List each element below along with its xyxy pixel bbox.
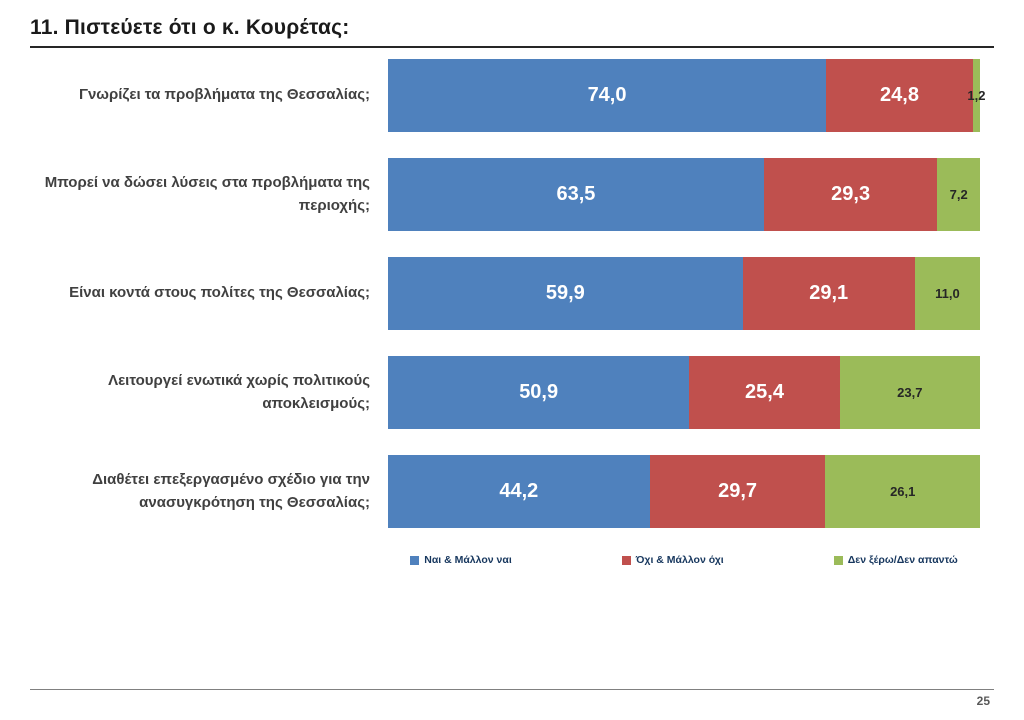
bar-segment-yes: 59,9 — [388, 257, 743, 330]
chart-row: Μπορεί να δώσει λύσεις στα προβλήματα τη… — [30, 158, 980, 231]
segment-value: 7,2 — [949, 187, 968, 202]
segment-value: 24,8 — [880, 84, 919, 106]
bar-segment-dont-know: 23,7 — [839, 356, 980, 429]
category-label: Γνωρίζει τα προβλήματα της Θεσσαλίας; — [78, 86, 370, 104]
chart-row: Διαθέτει επεξεργασμένο σχέδιο για την αν… — [30, 455, 980, 528]
bar-segment-dont-know: 11,0 — [914, 257, 980, 330]
category-label: Διαθέτει επεξεργασμένο σχέδιο για την αν… — [92, 471, 370, 511]
category-label: Μπορεί να δώσει λύσεις στα προβλήματα τη… — [44, 174, 370, 214]
bar-segment-dont-know: 1,2 — [967, 59, 985, 132]
segment-value: 59,9 — [545, 282, 585, 304]
bar-segment-no: 24,8 — [826, 59, 973, 132]
bar-track: 50,9 25,4 23,7 — [388, 356, 980, 429]
bar-segment-yes: 74,0 — [388, 59, 827, 132]
bar-segment-no: 25,4 — [689, 356, 840, 429]
legend-label: Όχι & Μάλλον όχι — [635, 554, 724, 566]
legend: Ναι & Μάλλον ναι Όχι & Μάλλον όχι Δεν ξέρω… — [388, 554, 980, 566]
legend-label: Δεν ξέρω/Δεν απαντώ — [847, 554, 958, 566]
segment-value: 1,2 — [967, 88, 986, 103]
segment-value: 29,3 — [831, 183, 871, 205]
bar-segment-yes: 63,5 — [388, 158, 764, 231]
chart-row: Γνωρίζει τα προβλήματα της Θεσσαλίας; 74,… — [30, 59, 985, 132]
segment-value: 11,0 — [935, 286, 960, 301]
legend-swatch-dont-know — [833, 555, 843, 565]
bar-segment-yes: 44,2 — [388, 455, 650, 528]
segment-value: 74,0 — [587, 84, 627, 106]
segment-value: 63,5 — [556, 183, 596, 205]
legend-item: Ναι & Μάλλον ναι — [410, 554, 512, 566]
page-title: 11. Πιστεύετε ότι ο κ. Κουρέτας: — [30, 16, 350, 39]
bar-track: 74,0 24,8 1,2 — [388, 59, 985, 132]
category-label: Είναι κοντά στους πολίτες της Θεσσαλίας; — [69, 284, 370, 302]
chart-row: Λειτουργεί ενωτικά χωρίς πολιτικούς αποκ… — [30, 356, 980, 429]
category-label: Λειτουργεί ενωτικά χωρίς πολιτικούς αποκ… — [108, 372, 370, 412]
bar-segment-yes: 50,9 — [388, 356, 690, 429]
legend-label: Ναι & Μάλλον ναι — [424, 554, 512, 566]
bar-segment-no: 29,7 — [649, 455, 826, 528]
segment-value: 26,1 — [890, 484, 916, 499]
legend-swatch-no — [621, 555, 631, 565]
segment-value: 50,9 — [519, 381, 559, 403]
chart-row: Είναι κοντά στους πολίτες της Θεσσαλίας;… — [30, 257, 980, 330]
chart: Γνωρίζει τα προβλήματα της Θεσσαλίας; 74,… — [30, 59, 985, 566]
bar-track: 44,2 29,7 26,1 — [388, 455, 980, 528]
bar-track: 63,5 29,3 7,2 — [388, 158, 980, 231]
legend-item: Όχι & Μάλλον όχι — [621, 554, 724, 566]
legend-swatch-yes — [410, 555, 420, 565]
bar-track: 59,9 29,1 11,0 — [388, 257, 980, 330]
segment-value: 25,4 — [745, 381, 784, 403]
chart-rows: Γνωρίζει τα προβλήματα της Θεσσαλίας; 74,… — [30, 59, 985, 528]
footer-divider — [30, 689, 994, 690]
page-number: 25 — [976, 694, 990, 708]
bar-segment-dont-know: 26,1 — [825, 455, 980, 528]
bar-segment-dont-know: 7,2 — [937, 158, 980, 231]
segment-value: 44,2 — [499, 480, 539, 502]
title-divider — [30, 46, 994, 48]
segment-value: 23,7 — [897, 385, 923, 400]
bar-segment-no: 29,3 — [763, 158, 938, 231]
legend-item: Δεν ξέρω/Δεν απαντώ — [833, 554, 958, 566]
segment-value: 29,1 — [809, 282, 849, 304]
bar-segment-no: 29,1 — [742, 257, 915, 330]
segment-value: 29,7 — [718, 480, 758, 502]
